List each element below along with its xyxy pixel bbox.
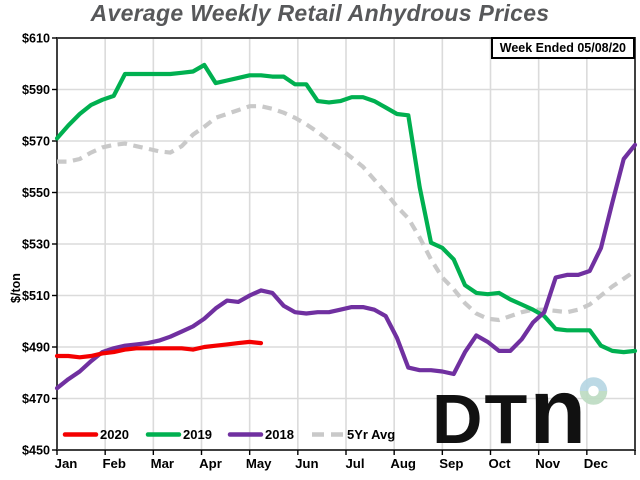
legend-label-2019: 2019 [183,427,212,442]
x-axis-label-mar: Mar [151,456,174,471]
legend-label-2018: 2018 [265,427,294,442]
x-axis-label-jul: Jul [345,456,364,471]
series-line-2020 [54,339,264,360]
dtn-logo-letters: DTn [432,359,588,463]
legend-item-2018: 2018 [227,427,294,442]
y-axis-label: $450 [22,444,50,458]
series-lines [54,62,638,391]
y-axis-label: $530 [22,238,50,252]
x-axis-label-aug: Aug [390,456,416,471]
plot-frame [52,37,636,455]
x-axis-label-jan: Jan [55,456,78,471]
dtn-logo: DTn [432,359,608,463]
y-axis-label: $590 [22,83,50,97]
series-line-5yr-avg [57,104,637,323]
legend-item-2020: 2020 [62,427,129,442]
dtn-logo-ring-bottom [579,390,608,405]
legend-item-5yr-avg: 5Yr Avg [312,427,395,442]
x-axis-label-jun: Jun [295,456,318,471]
y-axis-title: $/ton [9,273,23,303]
legend-label-2020: 2020 [100,427,129,442]
legend-item-2019: 2019 [145,427,212,442]
x-axis-label-sep: Sep [439,456,463,471]
x-axis-label-dec: Dec [584,456,608,471]
y-axis-label: $570 [22,135,50,149]
chart-title: Average Weekly Retail Anhydrous Prices [90,0,550,26]
dtn-logo-ring-top [579,377,608,392]
y-axis-label: $610 [22,32,50,46]
x-axis-label-feb: Feb [102,456,125,471]
series-line-2019 [54,62,638,355]
gridlines [57,38,635,450]
x-axis-label-oct: Oct [489,456,512,471]
legend: 2020 2019 2018 5Yr Avg [62,427,395,442]
week-ended-badge: Week Ended 05/08/20 [490,37,635,59]
x-axis-label-nov: Nov [535,456,561,471]
axis-labels: Jan Feb Mar Apr May Jun Jul Aug Sep Oct Nov Dec $450… [22,32,608,472]
y-axis-label: $550 [22,186,50,200]
y-axis-label: $510 [22,289,50,303]
y-axis-label: $490 [22,341,50,355]
legend-label-5yr-avg: 5Yr Avg [347,427,395,442]
y-axis-label: $470 [22,392,50,406]
series-line-2018 [54,142,638,391]
x-axis-label-apr: Apr [199,456,222,471]
x-axis-label-may: May [246,456,272,471]
